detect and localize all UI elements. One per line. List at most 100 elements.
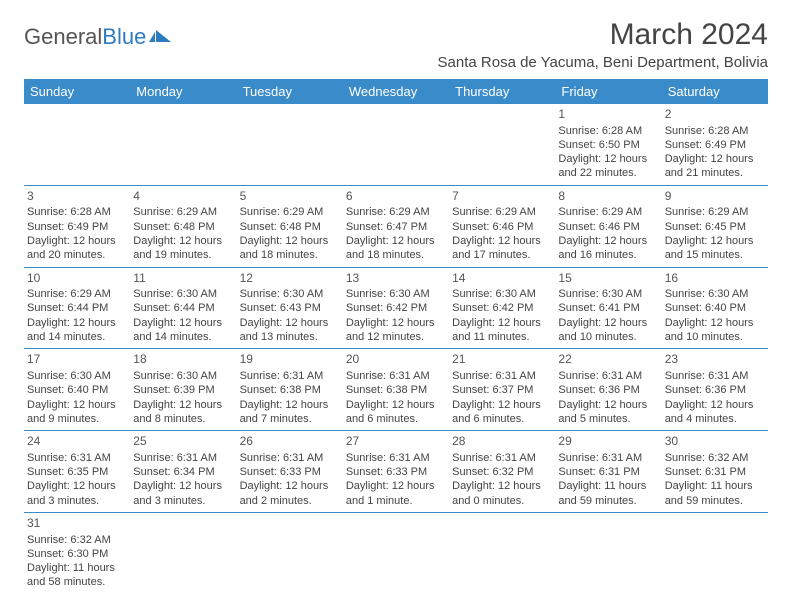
calendar-day-cell: 11Sunrise: 6:30 AMSunset: 6:44 PMDayligh…: [130, 267, 236, 349]
sunset-line: Sunset: 6:38 PM: [346, 383, 446, 397]
sunset-line: Sunset: 6:40 PM: [27, 383, 127, 397]
sunrise-line: Sunrise: 6:28 AM: [665, 124, 765, 138]
location-text: Santa Rosa de Yacuma, Beni Department, B…: [438, 54, 768, 71]
sunrise-line: Sunrise: 6:29 AM: [133, 205, 233, 219]
page-header: GeneralBlue March 2024 Santa Rosa de Yac…: [24, 18, 768, 71]
day-number: 24: [27, 434, 127, 450]
daylight-line: Daylight: 12 hours and 6 minutes.: [452, 398, 552, 427]
day-number: 12: [240, 271, 340, 287]
sunset-line: Sunset: 6:39 PM: [133, 383, 233, 397]
calendar-week-row: 31Sunrise: 6:32 AMSunset: 6:30 PMDayligh…: [24, 512, 768, 593]
daylight-line: Daylight: 12 hours and 17 minutes.: [452, 234, 552, 263]
sunset-line: Sunset: 6:44 PM: [133, 301, 233, 315]
daylight-line: Daylight: 12 hours and 9 minutes.: [27, 398, 127, 427]
sunrise-line: Sunrise: 6:28 AM: [27, 205, 127, 219]
sunrise-line: Sunrise: 6:31 AM: [452, 369, 552, 383]
sunrise-line: Sunrise: 6:29 AM: [346, 205, 446, 219]
calendar-day-cell: 29Sunrise: 6:31 AMSunset: 6:31 PMDayligh…: [555, 431, 661, 513]
daylight-line: Daylight: 12 hours and 4 minutes.: [665, 398, 765, 427]
daylight-line: Daylight: 12 hours and 6 minutes.: [346, 398, 446, 427]
calendar-empty-cell: [449, 512, 555, 593]
day-number: 14: [452, 271, 552, 287]
day-number: 30: [665, 434, 765, 450]
calendar-day-cell: 24Sunrise: 6:31 AMSunset: 6:35 PMDayligh…: [24, 431, 130, 513]
sunrise-line: Sunrise: 6:31 AM: [346, 369, 446, 383]
weekday-header: Wednesday: [343, 79, 449, 104]
daylight-line: Daylight: 12 hours and 19 minutes.: [133, 234, 233, 263]
calendar-day-cell: 12Sunrise: 6:30 AMSunset: 6:43 PMDayligh…: [237, 267, 343, 349]
sunrise-line: Sunrise: 6:29 AM: [240, 205, 340, 219]
sunrise-line: Sunrise: 6:31 AM: [240, 369, 340, 383]
calendar-day-cell: 13Sunrise: 6:30 AMSunset: 6:42 PMDayligh…: [343, 267, 449, 349]
sunrise-line: Sunrise: 6:29 AM: [27, 287, 127, 301]
calendar-day-cell: 21Sunrise: 6:31 AMSunset: 6:37 PMDayligh…: [449, 349, 555, 431]
daylight-line: Daylight: 12 hours and 8 minutes.: [133, 398, 233, 427]
sunset-line: Sunset: 6:37 PM: [452, 383, 552, 397]
calendar-day-cell: 9Sunrise: 6:29 AMSunset: 6:45 PMDaylight…: [662, 185, 768, 267]
daylight-line: Daylight: 11 hours and 58 minutes.: [27, 561, 127, 590]
weekday-header: Friday: [555, 79, 661, 104]
daylight-line: Daylight: 12 hours and 12 minutes.: [346, 316, 446, 345]
sunrise-line: Sunrise: 6:31 AM: [665, 369, 765, 383]
sunrise-line: Sunrise: 6:31 AM: [133, 451, 233, 465]
day-number: 5: [240, 189, 340, 205]
sunset-line: Sunset: 6:30 PM: [27, 547, 127, 561]
sunset-line: Sunset: 6:46 PM: [452, 220, 552, 234]
calendar-day-cell: 1Sunrise: 6:28 AMSunset: 6:50 PMDaylight…: [555, 104, 661, 185]
calendar-day-cell: 18Sunrise: 6:30 AMSunset: 6:39 PMDayligh…: [130, 349, 236, 431]
calendar-table: SundayMondayTuesdayWednesdayThursdayFrid…: [24, 79, 768, 594]
calendar-empty-cell: [662, 512, 768, 593]
weekday-header: Monday: [130, 79, 236, 104]
sunset-line: Sunset: 6:40 PM: [665, 301, 765, 315]
day-number: 31: [27, 516, 127, 532]
calendar-empty-cell: [130, 512, 236, 593]
sunset-line: Sunset: 6:33 PM: [240, 465, 340, 479]
calendar-empty-cell: [343, 512, 449, 593]
sunrise-line: Sunrise: 6:28 AM: [558, 124, 658, 138]
daylight-line: Daylight: 12 hours and 3 minutes.: [133, 479, 233, 508]
sunrise-line: Sunrise: 6:30 AM: [27, 369, 127, 383]
calendar-day-cell: 31Sunrise: 6:32 AMSunset: 6:30 PMDayligh…: [24, 512, 130, 593]
calendar-day-cell: 25Sunrise: 6:31 AMSunset: 6:34 PMDayligh…: [130, 431, 236, 513]
sunset-line: Sunset: 6:44 PM: [27, 301, 127, 315]
daylight-line: Daylight: 12 hours and 18 minutes.: [240, 234, 340, 263]
sunrise-line: Sunrise: 6:30 AM: [240, 287, 340, 301]
daylight-line: Daylight: 12 hours and 2 minutes.: [240, 479, 340, 508]
day-number: 4: [133, 189, 233, 205]
daylight-line: Daylight: 11 hours and 59 minutes.: [558, 479, 658, 508]
sunset-line: Sunset: 6:42 PM: [346, 301, 446, 315]
calendar-body: 1Sunrise: 6:28 AMSunset: 6:50 PMDaylight…: [24, 104, 768, 594]
sunset-line: Sunset: 6:33 PM: [346, 465, 446, 479]
daylight-line: Daylight: 11 hours and 59 minutes.: [665, 479, 765, 508]
sunrise-line: Sunrise: 6:29 AM: [452, 205, 552, 219]
calendar-day-cell: 2Sunrise: 6:28 AMSunset: 6:49 PMDaylight…: [662, 104, 768, 185]
calendar-day-cell: 26Sunrise: 6:31 AMSunset: 6:33 PMDayligh…: [237, 431, 343, 513]
sunrise-line: Sunrise: 6:31 AM: [346, 451, 446, 465]
calendar-header-row: SundayMondayTuesdayWednesdayThursdayFrid…: [24, 79, 768, 104]
daylight-line: Daylight: 12 hours and 20 minutes.: [27, 234, 127, 263]
sunrise-line: Sunrise: 6:31 AM: [558, 451, 658, 465]
daylight-line: Daylight: 12 hours and 13 minutes.: [240, 316, 340, 345]
daylight-line: Daylight: 12 hours and 5 minutes.: [558, 398, 658, 427]
day-number: 29: [558, 434, 658, 450]
sunset-line: Sunset: 6:46 PM: [558, 220, 658, 234]
calendar-empty-cell: [237, 512, 343, 593]
sunset-line: Sunset: 6:34 PM: [133, 465, 233, 479]
calendar-day-cell: 6Sunrise: 6:29 AMSunset: 6:47 PMDaylight…: [343, 185, 449, 267]
logo-flag-icon: [149, 28, 171, 44]
daylight-line: Daylight: 12 hours and 14 minutes.: [27, 316, 127, 345]
calendar-day-cell: 10Sunrise: 6:29 AMSunset: 6:44 PMDayligh…: [24, 267, 130, 349]
day-number: 23: [665, 352, 765, 368]
calendar-day-cell: 16Sunrise: 6:30 AMSunset: 6:40 PMDayligh…: [662, 267, 768, 349]
sunrise-line: Sunrise: 6:32 AM: [665, 451, 765, 465]
day-number: 9: [665, 189, 765, 205]
daylight-line: Daylight: 12 hours and 0 minutes.: [452, 479, 552, 508]
weekday-header: Thursday: [449, 79, 555, 104]
sunset-line: Sunset: 6:48 PM: [240, 220, 340, 234]
calendar-week-row: 17Sunrise: 6:30 AMSunset: 6:40 PMDayligh…: [24, 349, 768, 431]
daylight-line: Daylight: 12 hours and 22 minutes.: [558, 152, 658, 181]
sunset-line: Sunset: 6:36 PM: [665, 383, 765, 397]
calendar-day-cell: 7Sunrise: 6:29 AMSunset: 6:46 PMDaylight…: [449, 185, 555, 267]
calendar-empty-cell: [449, 104, 555, 185]
sunset-line: Sunset: 6:50 PM: [558, 138, 658, 152]
